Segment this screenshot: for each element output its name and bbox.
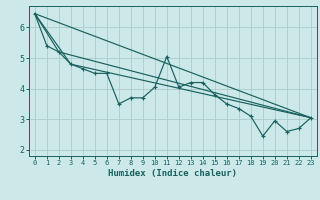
X-axis label: Humidex (Indice chaleur): Humidex (Indice chaleur) (108, 169, 237, 178)
